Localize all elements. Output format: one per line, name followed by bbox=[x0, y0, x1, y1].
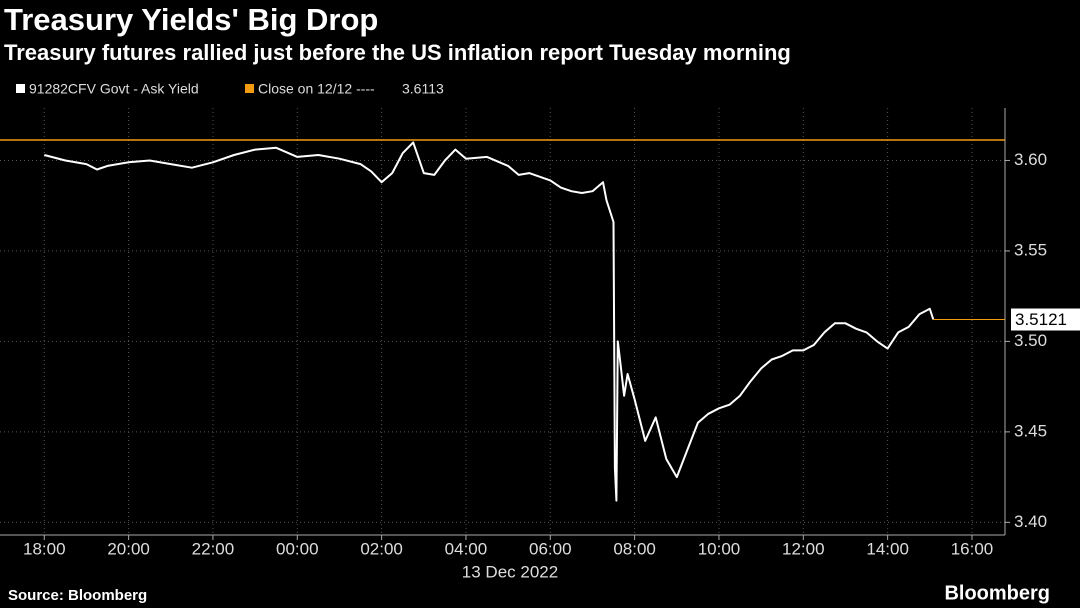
series-line bbox=[44, 141, 935, 502]
x-tick-label: 12:00 bbox=[782, 539, 825, 558]
x-tick-label: 20:00 bbox=[107, 539, 150, 558]
last-value-label: 3.5121 bbox=[1015, 310, 1067, 329]
brand: Bloomberg bbox=[944, 582, 1050, 604]
x-tick-label: 00:00 bbox=[276, 539, 319, 558]
y-tick-label: 3.60 bbox=[1014, 150, 1047, 169]
y-tick-label: 3.55 bbox=[1014, 240, 1047, 259]
x-tick-label: 08:00 bbox=[613, 539, 656, 558]
legend-value: 3.6113 bbox=[402, 81, 444, 97]
x-tick-label: 10:00 bbox=[698, 539, 741, 558]
x-tick-label: 06:00 bbox=[529, 539, 572, 558]
x-tick-label: 16:00 bbox=[951, 539, 994, 558]
x-tick-label: 22:00 bbox=[192, 539, 235, 558]
legend-label: 91282CFV Govt - Ask Yield bbox=[29, 81, 199, 97]
y-tick-label: 3.45 bbox=[1014, 421, 1047, 440]
chart-subtitle: Treasury futures rallied just before the… bbox=[4, 40, 791, 65]
y-tick-label: 3.40 bbox=[1014, 512, 1047, 531]
legend-swatch bbox=[245, 84, 254, 93]
last-value-box bbox=[1011, 308, 1080, 331]
y-tick-label: 3.50 bbox=[1014, 331, 1047, 350]
x-tick-label: 02:00 bbox=[360, 539, 403, 558]
source: Source: Bloomberg bbox=[8, 587, 147, 604]
x-tick-label: 14:00 bbox=[866, 539, 909, 558]
x-axis-label: 13 Dec 2022 bbox=[462, 562, 558, 581]
chart-title: Treasury Yields' Big Drop bbox=[4, 2, 378, 37]
legend-swatch bbox=[16, 84, 25, 93]
x-tick-label: 04:00 bbox=[445, 539, 488, 558]
legend-label: Close on 12/12 ---- bbox=[258, 81, 375, 97]
x-tick-label: 18:00 bbox=[23, 539, 66, 558]
